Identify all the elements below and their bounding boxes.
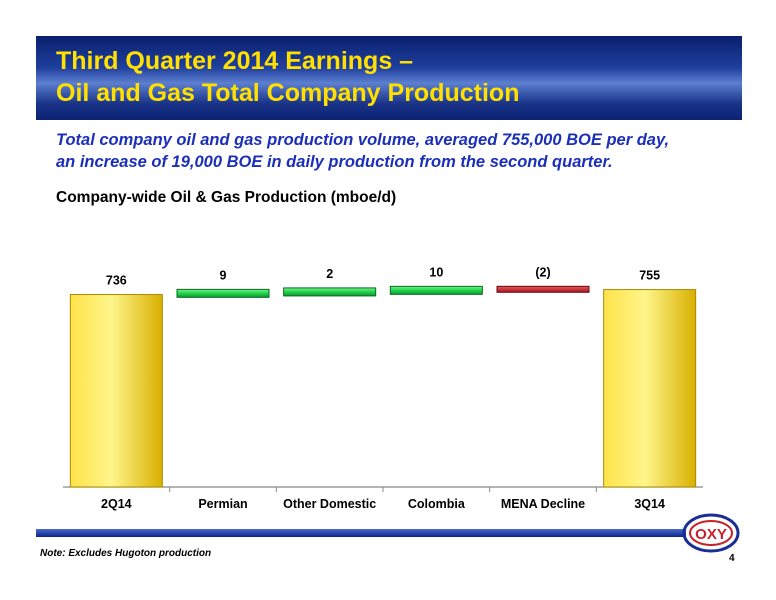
data-label-mena-decline: (2)	[535, 265, 550, 279]
summary-line-2: an increase of 19,000 BOE in daily produ…	[56, 153, 613, 171]
page-title-line-2: Oil and Gas Total Company Production	[56, 79, 520, 107]
bar-other-domestic	[283, 287, 377, 297]
bar-colombia	[389, 285, 483, 295]
data-label-3q14: 755	[639, 269, 660, 283]
title-banner: Third Quarter 2014 Earnings – Oil and Ga…	[36, 36, 742, 120]
data-label-other-domestic: 2	[326, 267, 333, 281]
category-label-colombia: Colombia	[408, 497, 466, 511]
data-label-colombia: 10	[429, 265, 443, 279]
page-title-line-1: Third Quarter 2014 Earnings –	[56, 47, 414, 75]
footnote: Note: Excludes Hugoton production	[40, 548, 212, 559]
bar-permian	[176, 288, 270, 298]
summary-line-1: Total company oil and gas production vol…	[56, 131, 670, 149]
data-label-permian: 9	[220, 268, 227, 282]
oxy-logo-icon: OXY	[682, 513, 740, 553]
category-label-other-domestic: Other Domestic	[283, 497, 376, 511]
chart-title: Company-wide Oil & Gas Production (mboe/…	[56, 189, 397, 206]
page-number: 4	[729, 553, 735, 564]
bar-3q14	[603, 289, 697, 488]
data-label-2q14: 736	[106, 274, 127, 288]
footer-divider	[36, 529, 686, 537]
svg-text:OXY: OXY	[695, 526, 727, 543]
bar-2q14	[69, 294, 163, 488]
category-label-2q14: 2Q14	[101, 497, 132, 511]
category-label-mena-decline: MENA Decline	[501, 497, 585, 511]
category-label-permian: Permian	[198, 497, 247, 511]
summary-text: Total company oil and gas production vol…	[56, 129, 756, 173]
bar-mena-decline	[496, 285, 590, 293]
category-label-3q14: 3Q14	[634, 497, 665, 511]
